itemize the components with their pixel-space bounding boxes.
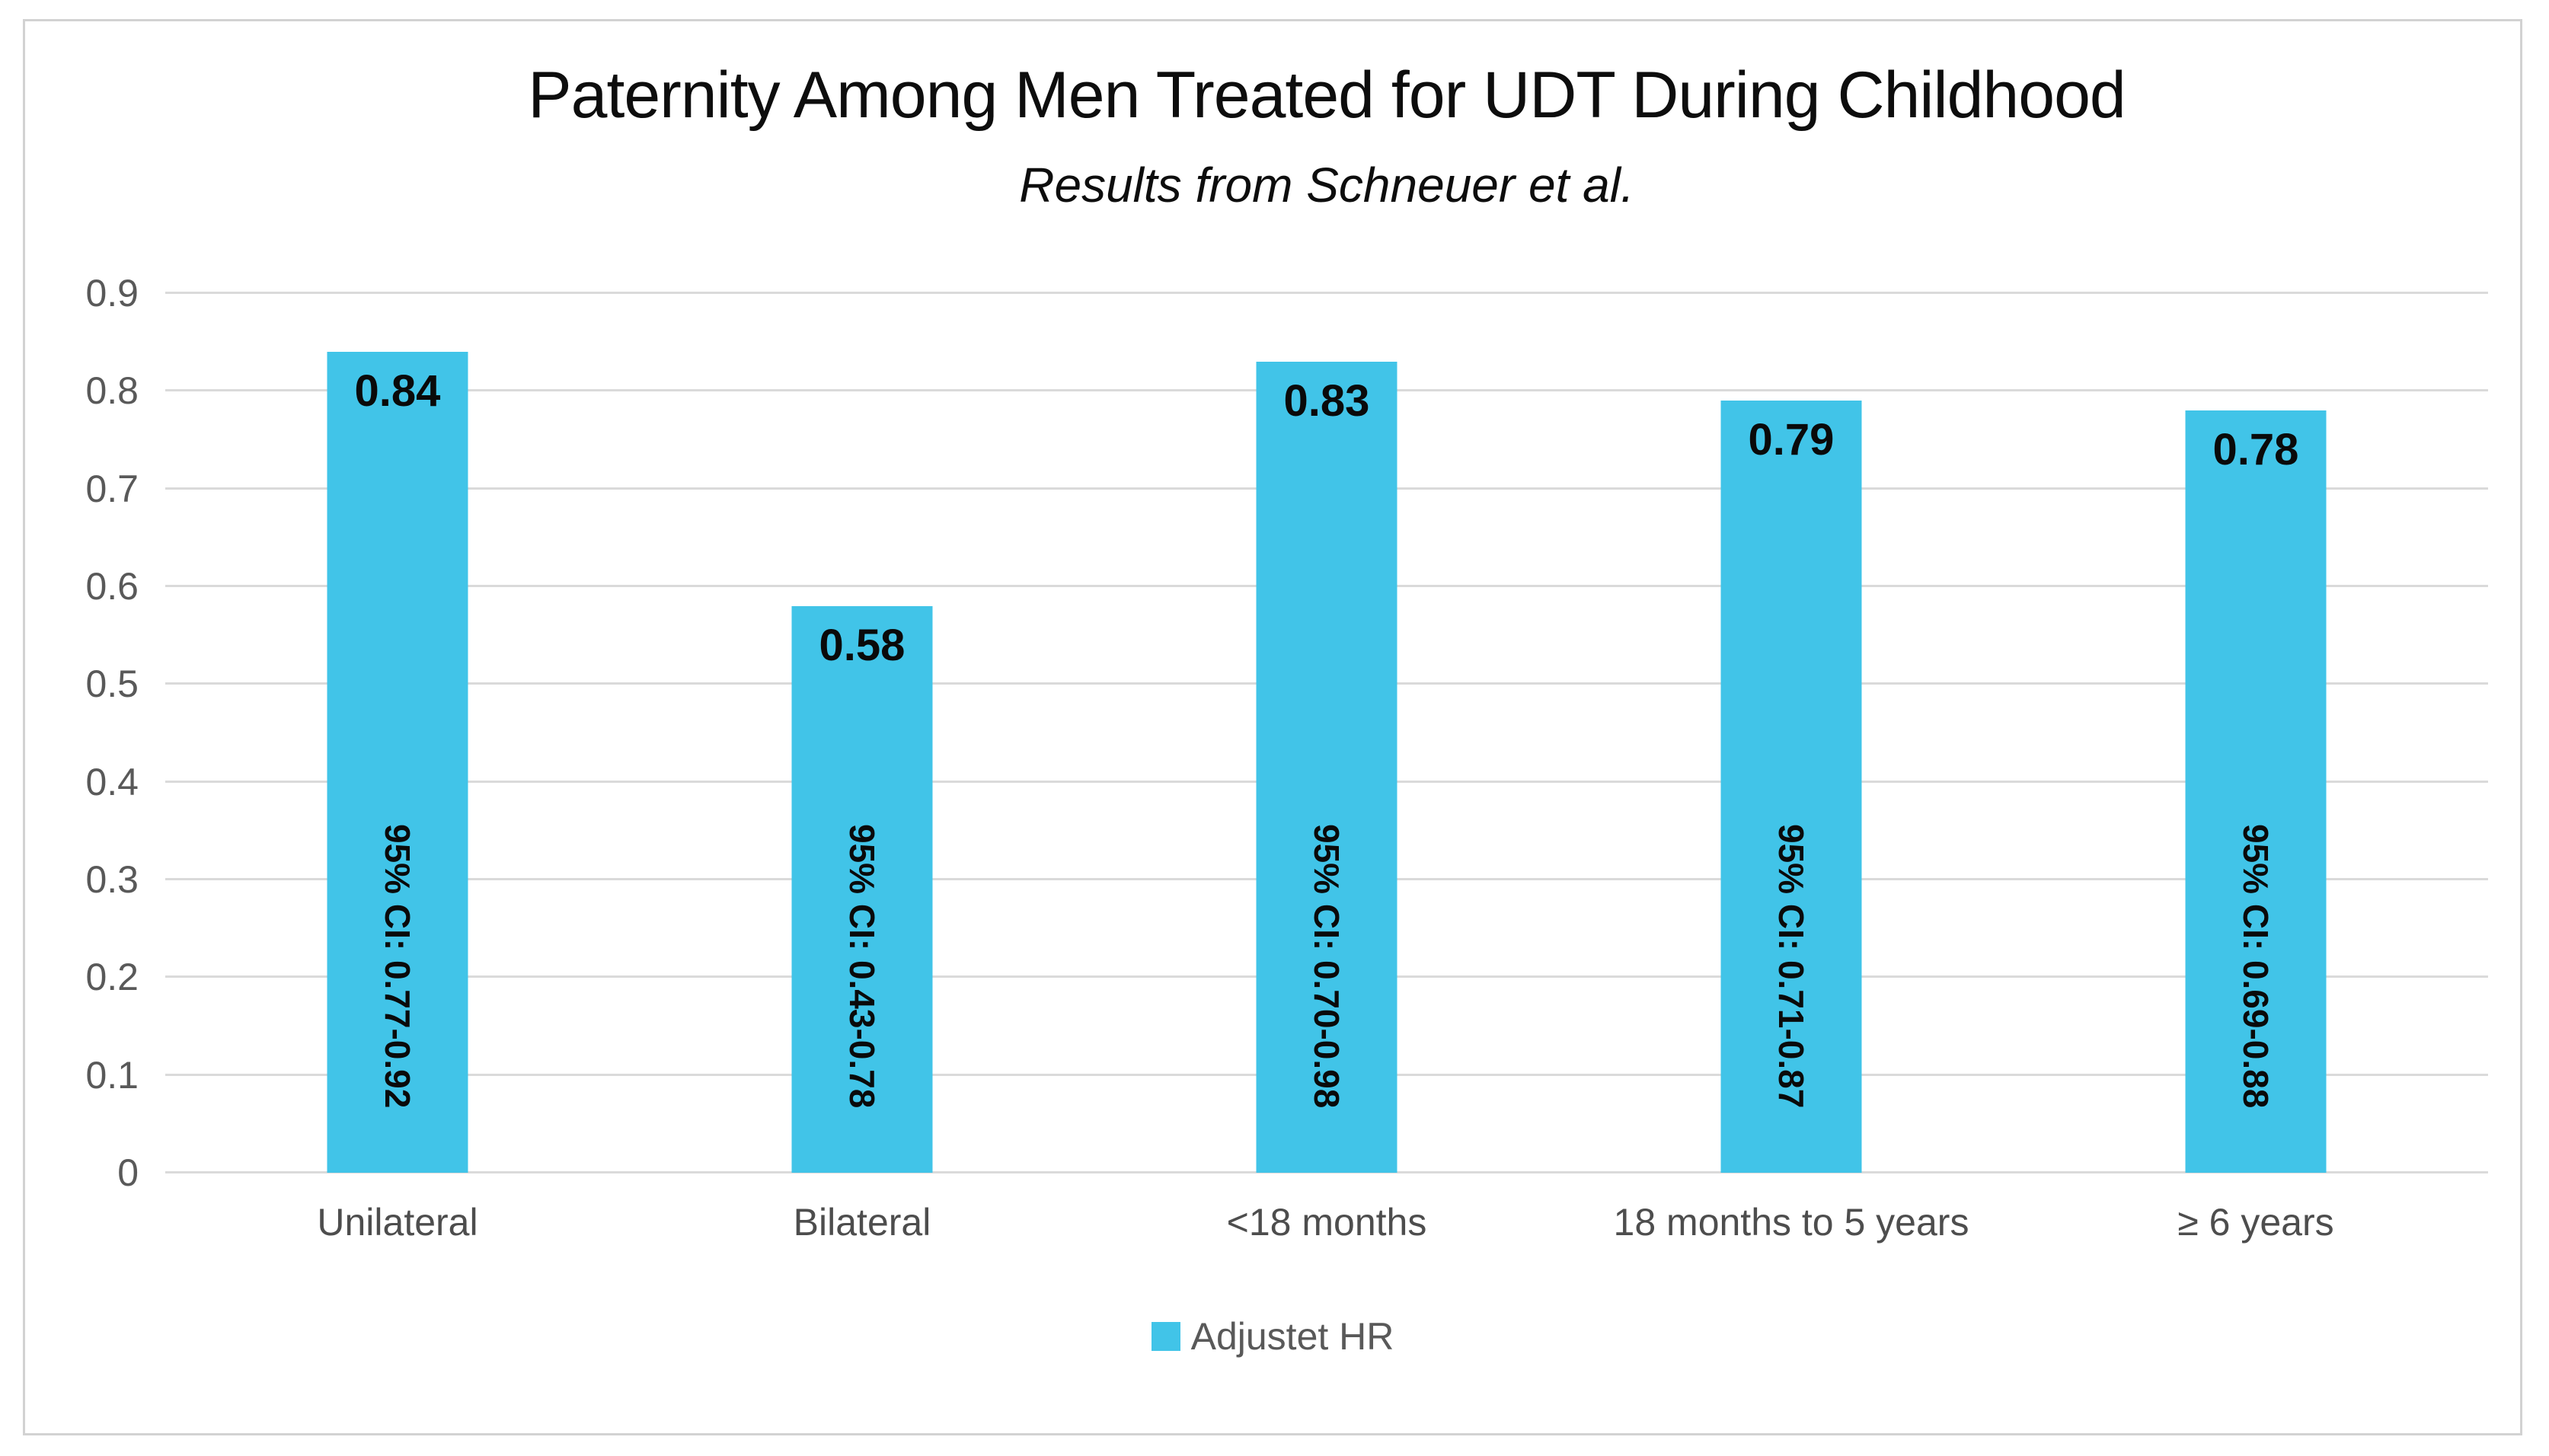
- y-axis-tick-label: 0: [117, 1151, 139, 1194]
- legend: Adjustet HR: [23, 1314, 2522, 1359]
- y-axis-tick-label: 0.6: [85, 565, 139, 608]
- bar-value-label: 0.79: [1748, 415, 1835, 465]
- y-axis-tick-label: 0.5: [85, 663, 139, 706]
- chart-subtitle: Results from Schneuer et al.: [1019, 158, 1634, 212]
- bar-ci-label: 95% CI: 0.43-0.78: [842, 823, 882, 1108]
- bar-ci-label: 95% CI: 0.77-0.92: [378, 823, 417, 1108]
- y-axis-tick-label: 0.4: [85, 760, 139, 803]
- bar: 0.79 95% CI: 0.71-0.87: [1720, 401, 1862, 1173]
- plot-area: 0.84 95% CI: 0.77-0.92 0.58 95% CI: 0.43-0.…: [165, 292, 2488, 1173]
- x-axis-category-label: ≥ 6 years: [2177, 1201, 2334, 1244]
- bar-slot: 0.58 95% CI: 0.43-0.78: [630, 293, 1094, 1173]
- bar: 0.58 95% CI: 0.43-0.78: [791, 605, 933, 1173]
- bar-ci-label: 95% CI: 0.71-0.87: [1771, 823, 1811, 1108]
- bar-ci-label: 95% CI: 0.70-0.98: [1307, 823, 1346, 1108]
- x-axis-category-label: Unilateral: [317, 1201, 478, 1244]
- y-axis-tick-label: 0.8: [85, 369, 139, 413]
- chart-title: Paternity Among Men Treated for UDT Duri…: [528, 59, 2126, 132]
- x-axis-labels: Unilateral Bilateral <18 months 18 months t…: [165, 1200, 2488, 1244]
- y-axis-tick-label: 0.2: [85, 956, 139, 999]
- bar-value-label: 0.83: [1283, 375, 1370, 426]
- gridline: [165, 292, 2488, 294]
- bar-value-label: 0.58: [819, 620, 906, 670]
- x-axis-category-label: <18 months: [1226, 1201, 1427, 1244]
- bar-slot: 0.84 95% CI: 0.77-0.92: [165, 293, 630, 1173]
- bar-slot: 0.79 95% CI: 0.71-0.87: [1559, 293, 2024, 1173]
- bar: 0.84 95% CI: 0.77-0.92: [327, 352, 468, 1173]
- bar-value-label: 0.84: [354, 366, 441, 416]
- y-axis-tick-label: 0.1: [85, 1053, 139, 1097]
- legend-swatch: [1151, 1322, 1180, 1351]
- y-axis-tick-label: 0.9: [85, 272, 139, 315]
- bar-series: 0.84 95% CI: 0.77-0.92 0.58 95% CI: 0.43-0.…: [165, 293, 2488, 1173]
- x-axis-category-label: 18 months to 5 years: [1613, 1201, 1969, 1244]
- bar-ci-label: 95% CI: 0.69-0.88: [2236, 823, 2276, 1108]
- bar-slot: 0.78 95% CI: 0.69-0.88: [2024, 293, 2488, 1173]
- y-axis-tick-label: 0.3: [85, 858, 139, 901]
- y-axis: 0 0.1 0.2 0.3 0.4 0.5 0.6 0.7 0.8 0.9: [23, 274, 139, 1192]
- y-axis-tick-label: 0.7: [85, 467, 139, 510]
- bar-value-label: 0.78: [2212, 425, 2299, 474]
- bar: 0.78 95% CI: 0.69-0.88: [2185, 410, 2327, 1173]
- x-axis-category-label: Bilateral: [793, 1201, 931, 1244]
- bar: 0.83 95% CI: 0.70-0.98: [1256, 361, 1397, 1173]
- bar-slot: 0.83 95% CI: 0.70-0.98: [1094, 293, 1559, 1173]
- legend-label: Adjustet HR: [1190, 1315, 1394, 1358]
